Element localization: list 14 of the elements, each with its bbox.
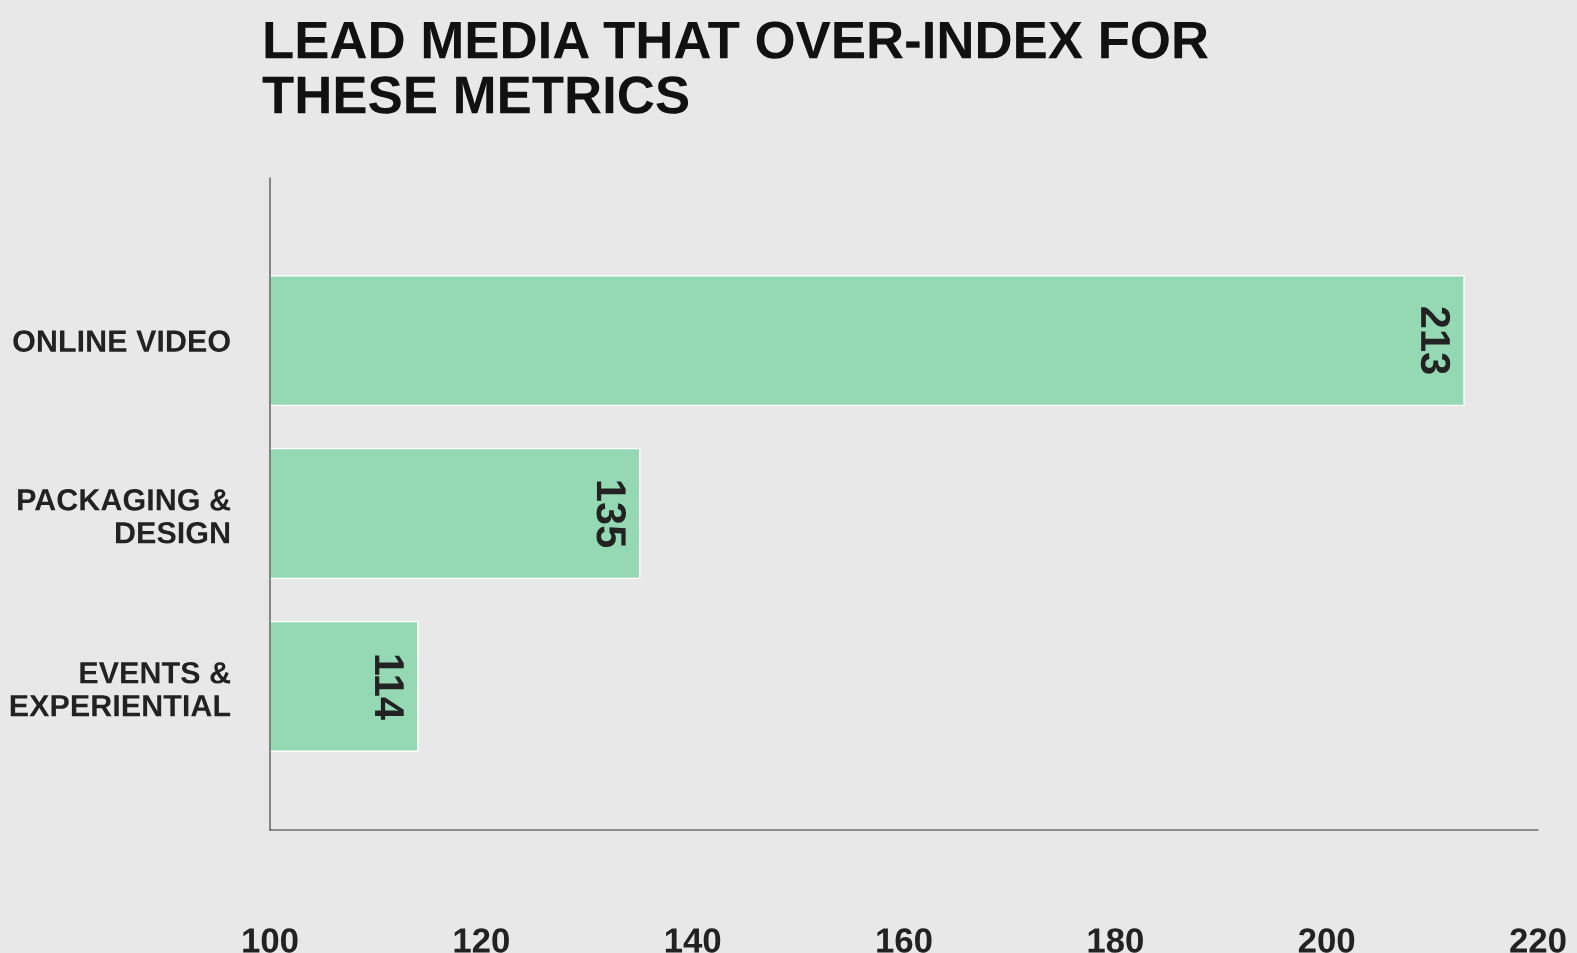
y-tick-label: PACKAGING & DESIGN [18,489,231,544]
x-tick-label: 220 [1510,928,1566,953]
data-label: 213 [1420,307,1451,374]
x-tick-label: 160 [877,928,932,953]
x-tick-label: 180 [1088,928,1143,953]
x-tick-label: 140 [665,928,721,953]
x-tick-label: 200 [1298,928,1355,953]
y-tick-label: ONLINE VIDEO [13,330,230,352]
y-tick-label: EVENTS & EXPERIENTIAL [10,661,231,717]
x-tick-label: 100 [243,928,298,953]
data-label: 135 [596,481,627,548]
x-tick-label: 120 [454,928,509,953]
data-label: 114 [375,655,404,720]
chart-title: LEAD MEDIA THAT OVER-INDEX FOR THESE METRICS [262,21,1208,114]
